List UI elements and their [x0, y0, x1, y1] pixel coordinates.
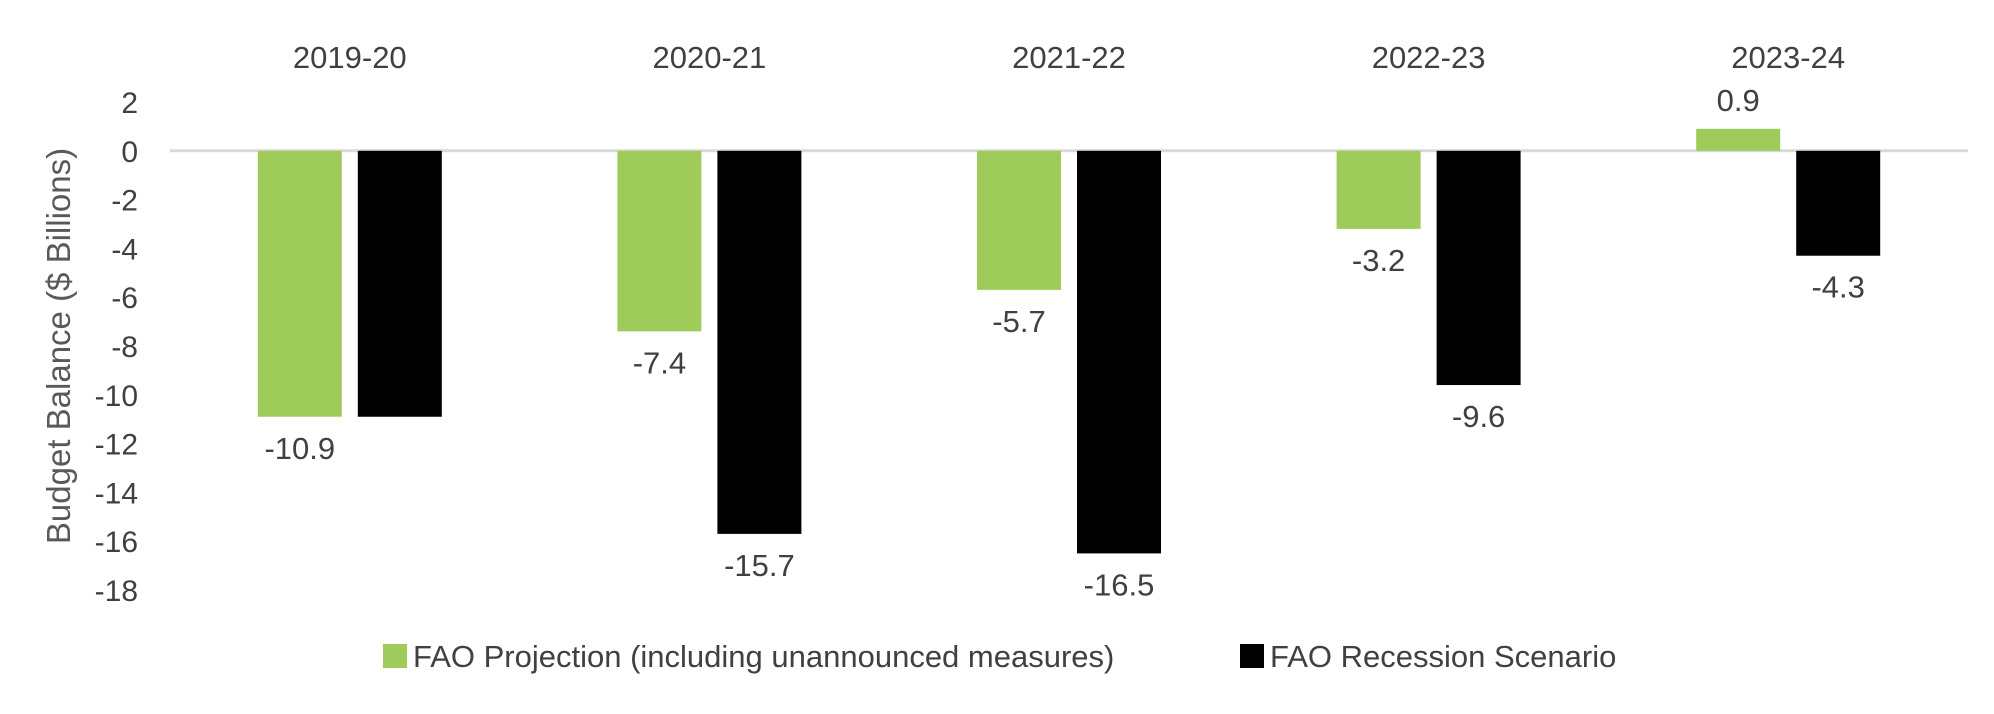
data-label: -5.7 — [992, 304, 1045, 339]
y-tick-label: -18 — [95, 575, 138, 608]
y-tick-label: -2 — [111, 185, 138, 218]
y-axis-ticks: 2 0 -2 -4 -6 -8 -10 -12 -14 -16 -18 — [95, 87, 138, 608]
data-label: -16.5 — [1084, 567, 1155, 602]
y-tick-label: -14 — [95, 477, 138, 510]
y-tick-label: -4 — [111, 233, 138, 266]
legend-swatch — [383, 644, 407, 668]
data-label: -3.2 — [1352, 243, 1405, 278]
y-tick-label: 2 — [121, 87, 138, 120]
data-label: -9.6 — [1452, 399, 1505, 434]
y-tick-label: -8 — [111, 331, 138, 364]
data-labels: -10.9 -7.4 -5.7 -3.2 0.9 -15.7 -16.5 -9.6 -4.3 — [264, 83, 1864, 603]
y-tick-label: 0 — [121, 136, 138, 169]
y-axis-title-group: Budget Balance ($ Billions) — [40, 148, 77, 544]
y-tick-label: -10 — [95, 380, 138, 413]
y-axis-title: Budget Balance ($ Billions) — [40, 148, 77, 544]
bar-recession-scenario — [1077, 150, 1161, 554]
legend-label: FAO Recession Scenario — [1270, 639, 1616, 674]
bar-fao-projection — [257, 150, 342, 417]
bar-fao-projection — [617, 150, 702, 332]
bar-recession-scenario — [717, 150, 802, 534]
category-label: 2019-20 — [293, 40, 407, 75]
y-tick-label: -16 — [95, 526, 138, 559]
category-label: 2020-21 — [653, 40, 767, 75]
bars — [257, 128, 1881, 554]
category-label: 2023-24 — [1731, 40, 1845, 75]
data-label: -15.7 — [724, 548, 795, 583]
y-tick-label: -6 — [111, 282, 138, 315]
legend: FAO Projection (including unannounced me… — [383, 639, 1616, 674]
data-label: 0.9 — [1717, 83, 1760, 118]
bar-fao-projection — [977, 150, 1061, 290]
bar-recession-scenario — [1436, 150, 1521, 386]
category-label: 2022-23 — [1372, 40, 1486, 75]
y-tick-label: -12 — [95, 429, 138, 462]
data-label: -10.9 — [264, 431, 335, 466]
bar-recession-scenario — [357, 150, 442, 417]
legend-label: FAO Projection (including unannounced me… — [413, 639, 1114, 674]
data-label: -4.3 — [1811, 270, 1864, 305]
legend-swatch — [1240, 644, 1264, 668]
category-label: 2021-22 — [1012, 40, 1126, 75]
category-labels: 2019-20 2020-21 2021-22 2022-23 2023-24 — [293, 40, 1845, 75]
bar-recession-scenario — [1796, 150, 1881, 256]
data-label: -7.4 — [633, 345, 686, 380]
bar-fao-projection — [1696, 128, 1781, 151]
bar-fao-projection — [1336, 150, 1421, 229]
